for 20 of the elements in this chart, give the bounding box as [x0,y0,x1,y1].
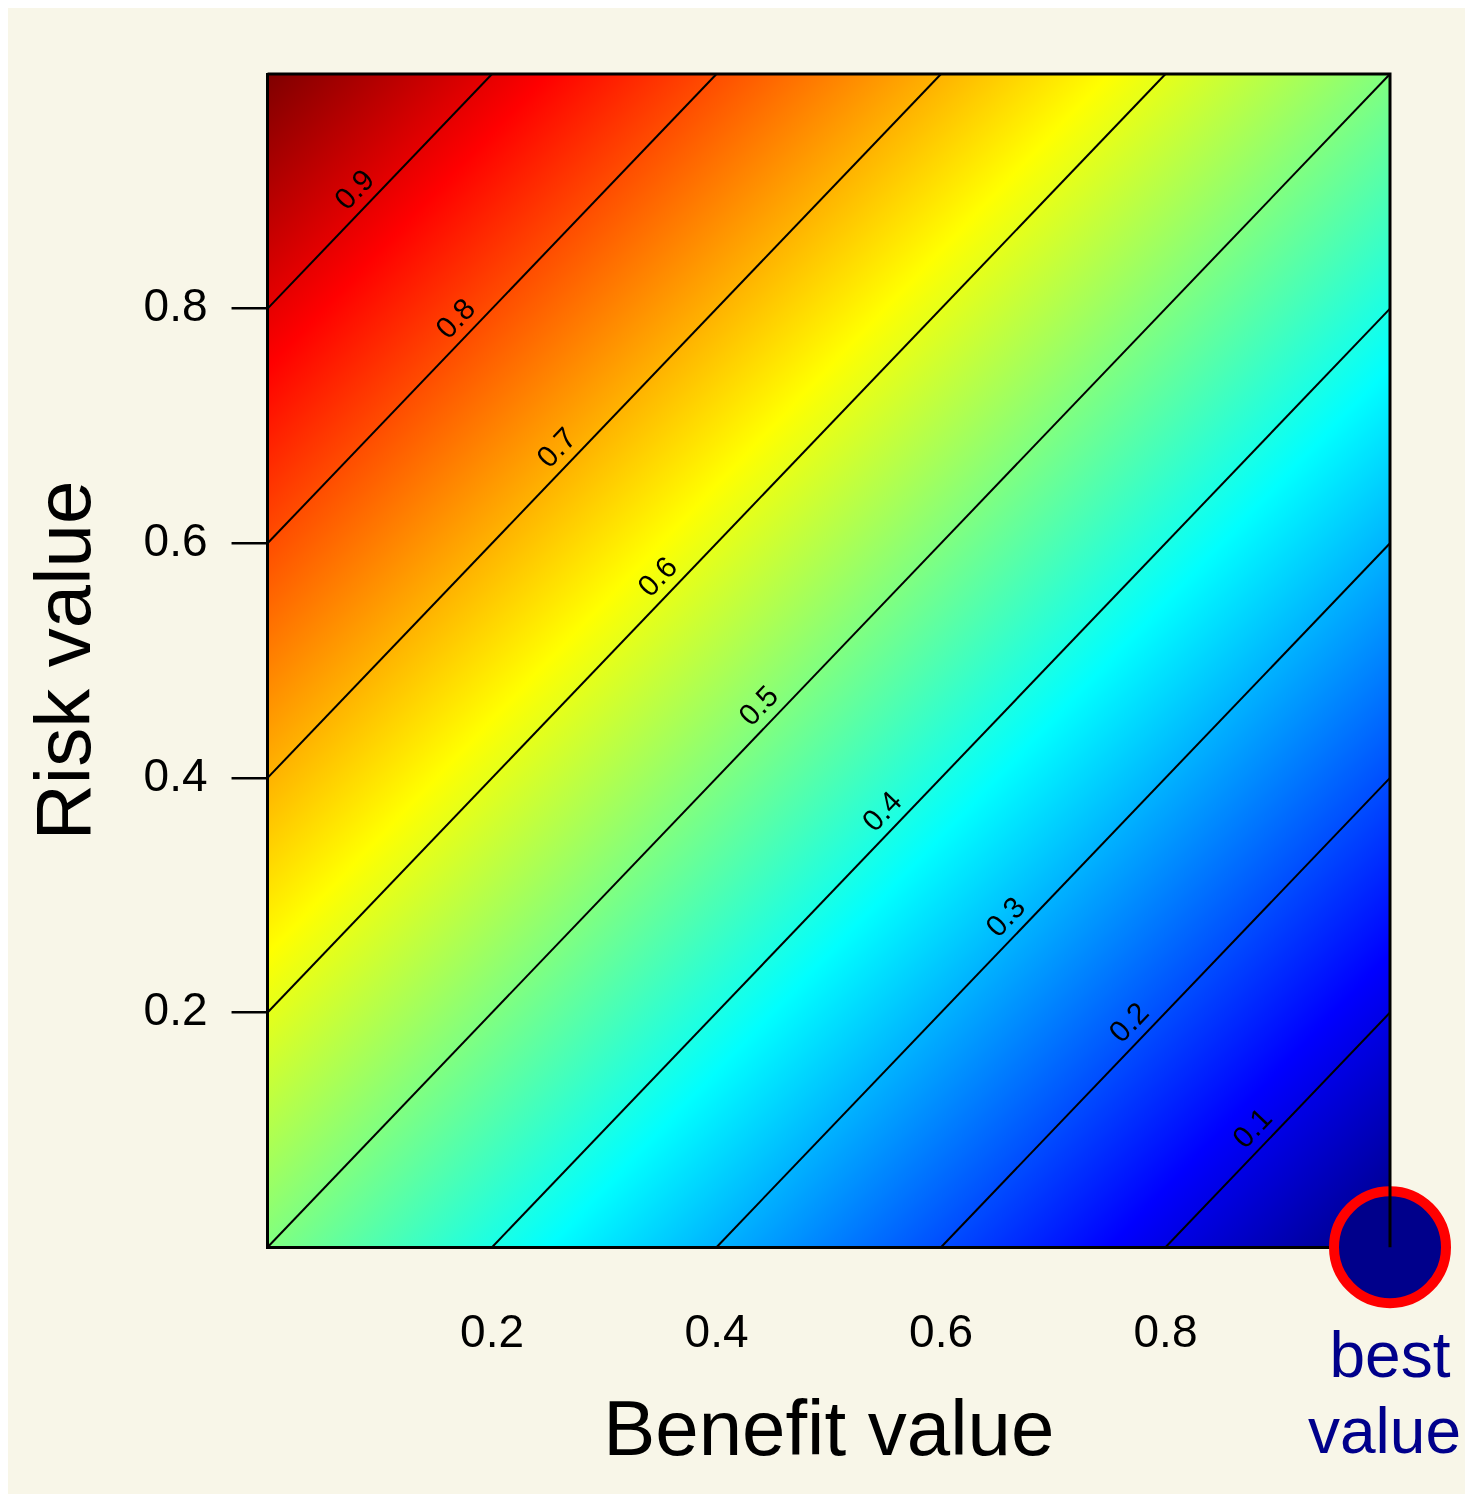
x-tick-label: 0.4 [684,1305,749,1358]
y-tick-label: 0.6 [143,513,208,566]
x-tick-label: 0.8 [1133,1305,1198,1358]
text: 0.7 [529,420,583,474]
text: 0.4 [855,784,908,838]
x-tick-label: 0.6 [909,1305,973,1358]
text: 0.9 [327,162,381,216]
y-tick-label: 0.2 [143,983,208,1036]
text: 0.8 [428,291,482,345]
annotation: best value [1308,1318,1461,1467]
x-tick-label: 0.2 [460,1305,525,1358]
text: 0.5 [731,678,785,732]
text: 0.1 [1225,1101,1279,1155]
text: 0.3 [978,889,1032,943]
y-tick-label: 0.8 [143,279,208,332]
y-axis-title: Risk value [19,480,108,841]
x-axis-title: Benefit value [603,1383,1055,1472]
text: 0.6 [630,549,684,603]
y-tick-label: 0.4 [143,748,208,801]
text: 0.2 [1102,995,1155,1049]
